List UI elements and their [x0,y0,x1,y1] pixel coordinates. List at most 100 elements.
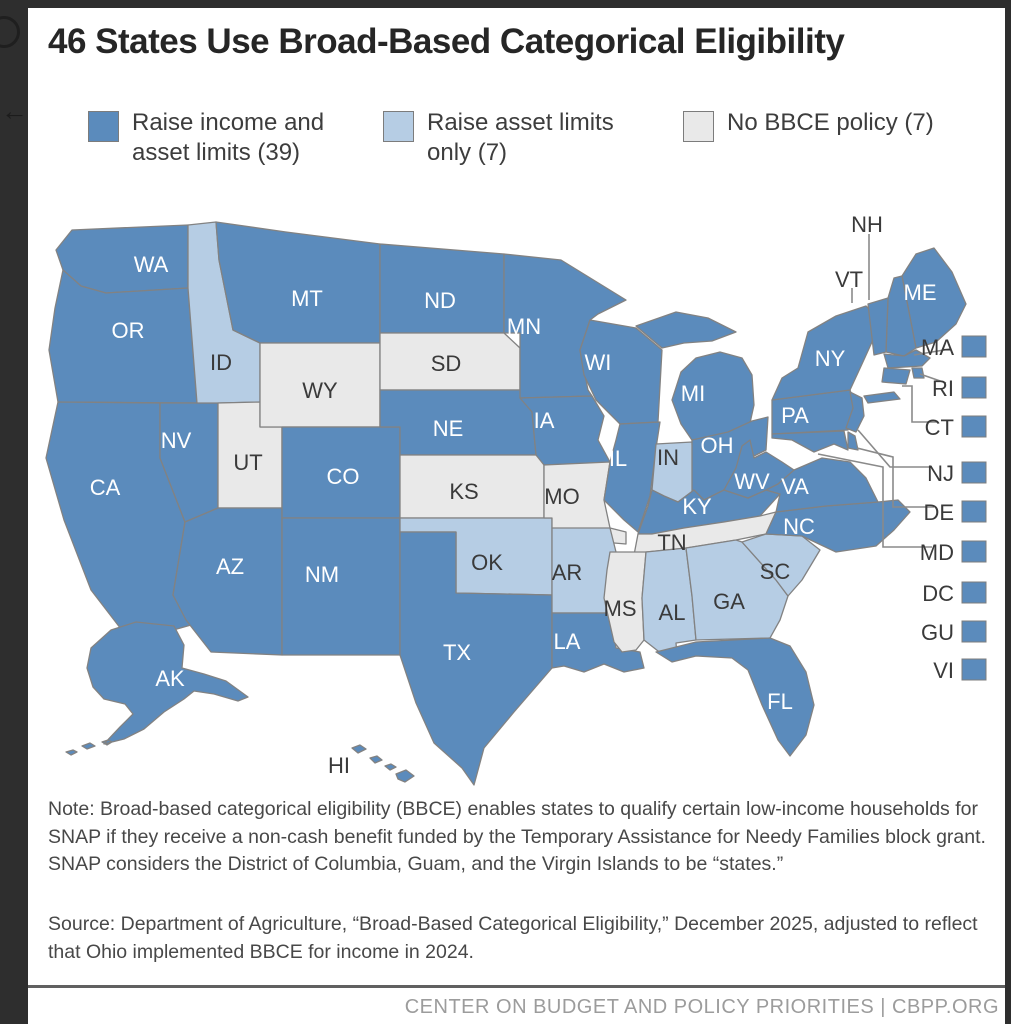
callout-line-ct [902,385,938,423]
state-label-az: AZ [216,554,244,579]
state-vt [867,297,889,356]
state-label-or: OR [112,318,145,343]
note-text: Note: Broad-based categorical eligibilit… [48,798,986,875]
callout-swatch-dc [961,581,987,604]
state-label-ks: KS [449,479,478,504]
state-label-la: LA [554,629,581,654]
state-label-oh: OH [701,433,734,458]
callout-label-ri: RI [932,376,954,401]
callout-swatch-ri [961,376,987,399]
state-label-nv: NV [161,428,192,453]
state-va [765,457,879,513]
callout-label-de: DE [923,500,954,525]
callout-swatch-vi [961,658,987,681]
legend-label-asset-only: Raise asset limits only (7) [427,109,614,166]
state-label-co: CO [327,464,360,489]
state-de [847,431,859,451]
state-label-sc: SC [760,559,791,584]
callout-line-ri [919,373,947,384]
callout-swatch-nj [961,461,987,484]
state-label-ok: OK [471,550,503,575]
state-label-ia: IA [534,408,555,433]
state-tx [399,531,553,786]
state-label-pa: PA [781,403,809,428]
page-title: 46 States Use Broad-Based Categorical El… [48,22,845,61]
callout-swatch-de [961,500,987,523]
state-label-me: ME [904,280,937,305]
callout-label-gu: GU [921,620,954,645]
state-label-wi: WI [585,350,612,375]
us-choropleth-map: WA OR CA NV ID UT AZ MT WY CO NM ND SD NE KS OK TX MN IA MO… [45,212,987,786]
state-az [172,507,283,656]
state-label-nh: NH [851,212,883,237]
callout-swatch-gu [961,620,987,643]
callout-label-nj: NJ [927,461,954,486]
callout-line-ma [913,348,951,356]
state-label-ny: NY [815,346,846,371]
state-label-in: IN [657,445,679,470]
state-il [603,421,661,533]
callout-swatch-ct [961,415,987,438]
state-hi [351,744,415,783]
state-mt [215,221,381,344]
state-label-ut: UT [233,450,262,475]
state-md [771,430,849,453]
callout-label-ct: CT [925,415,954,440]
legend-item-asset-only: Raise asset limits only (7) [383,108,614,168]
callout-lines [817,234,951,548]
legend-swatch-income-asset [88,111,119,142]
callout-label-md: MD [920,540,954,565]
state-label-ar: AR [552,560,583,585]
legend-item-none: No BBCE policy (7) [683,108,934,142]
state-label-ga: GA [713,589,745,614]
legend-label-none: No BBCE policy (7) [727,109,934,136]
state-label-tn: TN [657,530,686,555]
state-label-mt: MT [291,286,323,311]
callout-line-de [856,447,934,508]
state-me [901,247,967,349]
legend-swatch-asset-only [383,111,414,142]
state-label-sd: SD [431,351,462,376]
callout-swatch-md [961,540,987,563]
source-text: Source: Department of Agriculture, “Broa… [48,913,978,963]
state-label-ca: CA [90,475,121,500]
state-label-ne: NE [433,416,464,441]
callout-label-dc: DC [922,581,954,606]
figure-card: 46 States Use Broad-Based Categorical El… [28,8,1005,1024]
state-label-tx: TX [443,640,471,665]
state-ak [65,621,249,756]
callout-swatch-ma [961,335,987,358]
back-arrow-icon[interactable]: ← [1,96,28,126]
state-nj [845,391,865,433]
legend-item-income-asset: Raise income and asset limits (39) [88,108,324,168]
state-label-fl: FL [767,689,793,714]
state-label-wy: WY [302,378,338,403]
state-label-id: ID [210,350,232,375]
state-wv [723,439,795,499]
callout-label-vi: VI [933,658,954,683]
state-label-vt: VT [835,267,863,292]
callout-line-nj [857,429,932,468]
state-label-ms: MS [604,596,637,621]
state-ny [771,305,901,404]
state-label-mi: MI [681,381,705,406]
footer-divider [28,985,1005,988]
state-label-mn: MN [507,314,541,339]
state-label-va: VA [781,474,809,499]
legend-label-income-asset: Raise income and asset limits (39) [132,109,325,166]
callout-line-md [817,453,932,548]
state-label-al: AL [659,600,686,625]
state-label-nc: NC [783,514,815,539]
state-label-nm: NM [305,562,339,587]
footer-credit: CENTER ON BUDGET AND POLICY PRIORITIES |… [404,996,999,1018]
state-labels: WA OR CA NV ID UT AZ MT WY CO NM ND SD NE KS OK TX MN IA MO… [90,212,937,778]
state-label-ky: KY [682,494,712,519]
callout-label-ma: MA [921,335,954,360]
state-fl [655,637,815,757]
legend: Raise income and asset limits (39) Raise… [28,108,1005,198]
state-nm [281,517,401,656]
state-label-hi: HI [328,753,350,778]
search-icon[interactable] [0,16,20,48]
callout-list: MA RI CT NJ DE MD DC GU VI [920,335,987,683]
viewer-sidebar: ← [0,0,28,1024]
